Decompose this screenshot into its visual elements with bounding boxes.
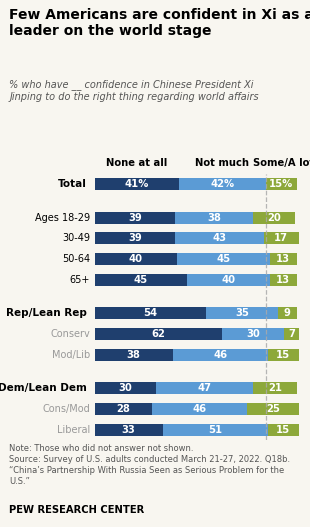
Text: Liberal: Liberal <box>57 425 90 435</box>
Text: None at all: None at all <box>106 158 167 168</box>
Bar <box>206 307 278 319</box>
Text: 45: 45 <box>134 275 148 285</box>
Bar <box>278 307 297 319</box>
Text: 40: 40 <box>129 254 143 264</box>
Text: 50-64: 50-64 <box>62 254 90 264</box>
Text: Dem/Lean Dem: Dem/Lean Dem <box>0 383 87 393</box>
Text: 30: 30 <box>246 329 260 339</box>
Text: 38: 38 <box>207 212 221 222</box>
Text: 21: 21 <box>268 383 282 393</box>
Text: 62: 62 <box>152 329 166 339</box>
Bar <box>222 328 284 340</box>
Text: 15%: 15% <box>269 179 293 189</box>
Bar <box>253 211 294 223</box>
Bar <box>284 328 299 340</box>
Text: 46: 46 <box>213 350 227 360</box>
Text: PEW RESEARCH CENTER: PEW RESEARCH CENTER <box>9 505 144 515</box>
Text: 13: 13 <box>276 275 290 285</box>
Bar <box>95 211 175 223</box>
Text: 15: 15 <box>276 425 290 435</box>
Text: 13: 13 <box>276 254 290 264</box>
Bar <box>152 403 247 415</box>
Bar <box>95 274 187 286</box>
Text: Mod/Lib: Mod/Lib <box>52 350 90 360</box>
Text: Conserv: Conserv <box>50 329 90 339</box>
Text: Total: Total <box>58 179 87 189</box>
Text: 43: 43 <box>212 233 226 243</box>
Text: 30: 30 <box>119 383 132 393</box>
Text: 7: 7 <box>288 329 295 339</box>
Text: Few Americans are confident in Xi as a
leader on the world stage: Few Americans are confident in Xi as a l… <box>9 8 310 38</box>
Text: 25: 25 <box>266 404 280 414</box>
Text: 65+: 65+ <box>69 275 90 285</box>
Bar <box>253 382 297 394</box>
Text: 47: 47 <box>198 383 212 393</box>
Text: Note: Those who did not answer not shown.
Source: Survey of U.S. adults conducte: Note: Those who did not answer not shown… <box>9 444 290 486</box>
Bar <box>270 253 297 265</box>
Text: 39: 39 <box>128 212 142 222</box>
Bar <box>95 424 162 436</box>
Bar <box>95 307 206 319</box>
Text: 28: 28 <box>117 404 130 414</box>
Text: 42%: 42% <box>210 179 234 189</box>
Bar <box>95 349 173 361</box>
Text: 17: 17 <box>274 233 288 243</box>
Bar <box>173 349 268 361</box>
Text: 15: 15 <box>276 350 290 360</box>
Text: 33: 33 <box>122 425 135 435</box>
Bar <box>95 328 222 340</box>
Bar <box>175 232 264 245</box>
Text: 30-49: 30-49 <box>62 233 90 243</box>
Text: 40: 40 <box>222 275 236 285</box>
Bar <box>187 274 270 286</box>
Text: 20: 20 <box>267 212 281 222</box>
Bar <box>268 424 299 436</box>
Text: 45: 45 <box>216 254 230 264</box>
Bar <box>95 232 175 245</box>
Text: Not much: Not much <box>195 158 249 168</box>
Text: Cons/Mod: Cons/Mod <box>42 404 90 414</box>
Text: 35: 35 <box>235 308 249 318</box>
Text: 9: 9 <box>284 308 291 318</box>
Text: 41%: 41% <box>125 179 149 189</box>
Bar <box>179 178 266 190</box>
Text: 54: 54 <box>143 308 157 318</box>
Bar <box>162 424 268 436</box>
Text: Rep/Lean Rep: Rep/Lean Rep <box>6 308 87 318</box>
Bar <box>270 274 297 286</box>
Bar <box>177 253 270 265</box>
Bar <box>264 232 299 245</box>
Text: Some/A lot: Some/A lot <box>253 158 310 168</box>
Text: 51: 51 <box>208 425 222 435</box>
Text: % who have __ confidence in Chinese President Xi
Jinping to do the right thing r: % who have __ confidence in Chinese Pres… <box>9 79 259 102</box>
Bar <box>175 211 253 223</box>
Text: 38: 38 <box>127 350 141 360</box>
Bar <box>95 178 179 190</box>
Bar <box>95 382 156 394</box>
Bar <box>156 382 253 394</box>
Bar <box>95 403 152 415</box>
Text: 46: 46 <box>193 404 207 414</box>
Text: Ages 18-29: Ages 18-29 <box>35 212 90 222</box>
Bar <box>95 253 177 265</box>
Text: 39: 39 <box>128 233 142 243</box>
Bar <box>268 349 299 361</box>
Bar <box>266 178 297 190</box>
Bar <box>247 403 299 415</box>
